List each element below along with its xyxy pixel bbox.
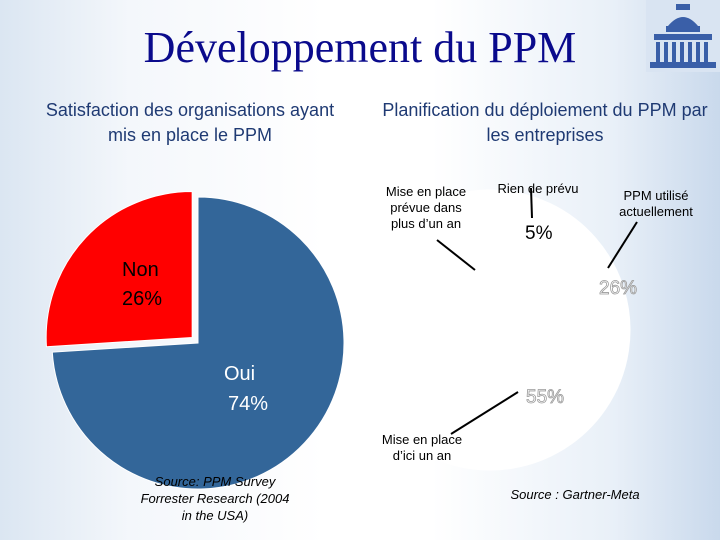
- right-source-note: Source : Gartner-Meta: [510, 487, 640, 502]
- pie-slice-non: [45, 191, 193, 348]
- slide-title: Développement du PPM: [143, 23, 577, 72]
- label-oui: Oui: [224, 363, 255, 385]
- pie-slice-oui: [51, 196, 345, 490]
- right-pie-slice-3: [349, 239, 492, 356]
- value-ppm-utilise: 26%: [599, 278, 637, 299]
- leader-dici-un-an: [450, 391, 519, 435]
- label-dici-un-an: Mise en place d’ici un an: [381, 432, 463, 463]
- value-oui: 74%: [228, 393, 268, 415]
- label-rien-de-prevu: Rien de prévu: [497, 181, 579, 196]
- leader-rien-de-prevu: [530, 187, 533, 219]
- right-pie-slice-1: [366, 329, 565, 471]
- label-ppm-utilise: PPM utilisé actuellement: [619, 188, 693, 219]
- left-chart-title: Satisfaction des organisations ayant mis…: [45, 100, 335, 145]
- label-plus-dun-an: Mise en place prévue dans plus d’un an: [385, 184, 467, 231]
- right-pie-slice-0: [382, 189, 631, 450]
- right-chart-title: Planification du déploiement du PPM par …: [382, 100, 708, 145]
- left-source-note: Source: PPM Survey Forrester Research (2…: [140, 474, 290, 523]
- value-non: 26%: [122, 288, 162, 310]
- building-dome-icon: [646, 0, 720, 72]
- value-dici-un-an: 55%: [526, 387, 564, 408]
- value-rien-de-prevu: 5%: [525, 223, 553, 244]
- label-non: Non: [122, 259, 159, 281]
- leader-plus-dun-an: [436, 239, 476, 271]
- leader-ppm-utilise: [607, 221, 638, 269]
- pie-slice-non-group: [45, 191, 193, 348]
